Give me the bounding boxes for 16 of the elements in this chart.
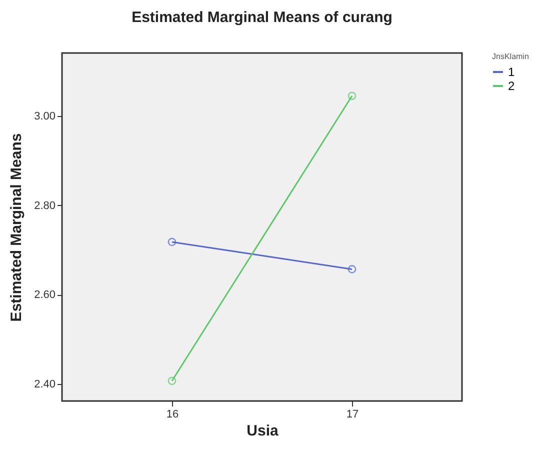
point <box>348 265 356 274</box>
point <box>168 376 176 386</box>
y-tick-label: 3.00 <box>34 110 56 122</box>
y-tick-label: 2.40 <box>34 378 56 391</box>
y-tick-label: 2.80 <box>34 200 56 212</box>
y-tick-label: 2.60 <box>34 289 56 302</box>
y-axis-title: Estimated Marginal Means <box>8 133 26 322</box>
point <box>348 92 356 100</box>
x-tick-label: 16 <box>166 408 179 420</box>
x-axis-title: Usia <box>246 422 279 440</box>
legend-label: 2 <box>508 79 515 93</box>
x-tick-label: 17 <box>346 408 359 420</box>
legend-title: JnsKlamin <box>492 52 529 61</box>
chart-title: Estimated Marginal Means of curang <box>132 9 392 26</box>
legend-label: 1 <box>508 65 515 79</box>
point <box>168 238 176 246</box>
